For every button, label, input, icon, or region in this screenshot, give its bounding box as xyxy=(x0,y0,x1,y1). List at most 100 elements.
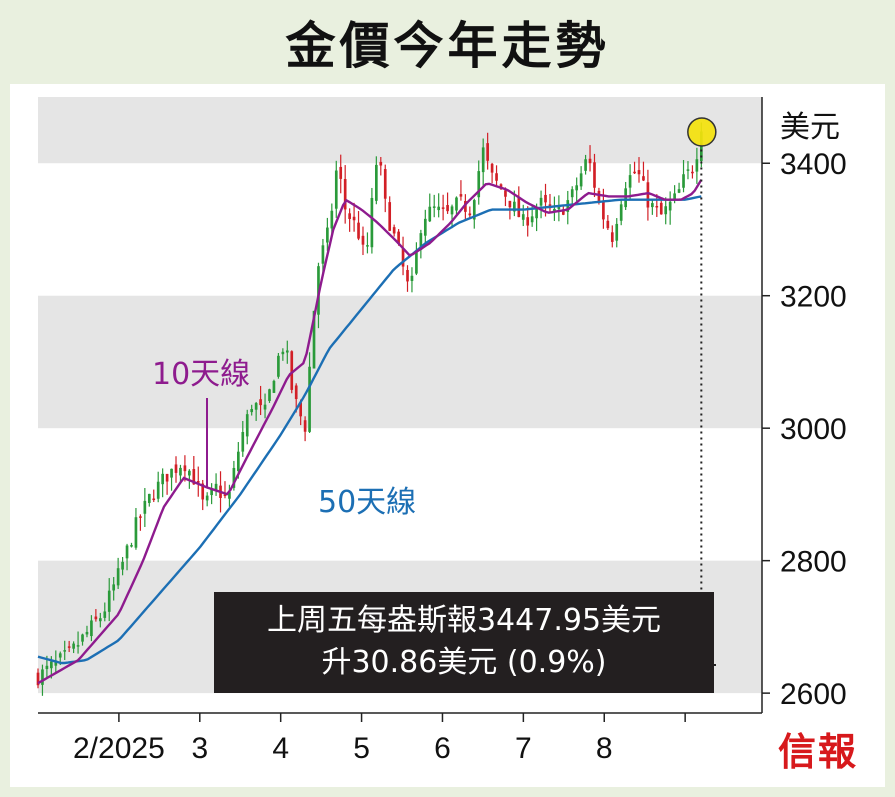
ma10-line xyxy=(37,179,703,685)
y-unit-label: 美元 xyxy=(780,110,840,145)
candle-body xyxy=(610,232,614,242)
candle-body xyxy=(116,568,120,586)
candle-body xyxy=(214,483,218,490)
candle-body xyxy=(107,590,111,612)
candle-body xyxy=(468,213,472,216)
candle-body xyxy=(530,216,534,223)
candle-body xyxy=(250,409,254,413)
candle-body xyxy=(633,171,636,174)
candle-body xyxy=(72,643,75,649)
candle-body xyxy=(544,194,547,203)
candle-body xyxy=(459,194,463,197)
candle-body xyxy=(686,169,690,171)
candle-body xyxy=(619,204,623,221)
candle-body xyxy=(655,205,659,208)
candle-body xyxy=(339,166,343,179)
candle-body xyxy=(98,618,102,622)
candle-body xyxy=(513,201,516,212)
candle-body xyxy=(379,161,383,166)
candle-body xyxy=(241,432,245,452)
candle-body xyxy=(504,190,507,197)
candle-body xyxy=(112,584,116,591)
candle-body xyxy=(370,197,374,248)
callout-line-2: 升30.86美元 (0.9%) xyxy=(321,645,607,680)
candle-body xyxy=(67,646,71,648)
candle-body xyxy=(397,231,400,245)
candle-body xyxy=(615,223,619,241)
y-tick-label: 2600 xyxy=(780,678,847,711)
candle-body xyxy=(357,222,360,239)
ma50-line xyxy=(37,195,702,665)
candle-body xyxy=(472,200,476,220)
candle-body xyxy=(481,147,485,173)
candle-body xyxy=(90,620,93,637)
candle-body xyxy=(45,665,49,670)
candle-body xyxy=(477,171,481,198)
overlay: 10天線 50天線 xyxy=(152,117,717,666)
candle-body xyxy=(76,645,80,647)
candle-body xyxy=(561,209,565,215)
candle-body xyxy=(432,206,436,208)
candle-body xyxy=(210,488,213,496)
price-callout: 上周五每盎斯報3447.95美元 升30.86美元 (0.9%) xyxy=(214,592,714,693)
candle-body xyxy=(134,517,138,548)
candle-body xyxy=(232,467,236,488)
y-tick-label: 2800 xyxy=(780,546,847,579)
y-tick-label: 3400 xyxy=(780,148,847,181)
candle-body xyxy=(437,206,441,211)
candle-body xyxy=(361,235,365,245)
candle-body xyxy=(281,351,285,355)
candle-body xyxy=(495,173,498,181)
candle-body xyxy=(450,206,454,215)
candle-body xyxy=(406,270,409,282)
candle-body xyxy=(535,207,538,219)
candle-body xyxy=(446,205,449,212)
brand-logo: 信報 xyxy=(777,729,858,774)
candle-body xyxy=(205,495,209,501)
candle-body xyxy=(486,143,489,161)
candle-body xyxy=(664,206,668,215)
candle-body xyxy=(642,176,645,181)
last-price-marker xyxy=(687,117,717,147)
candle-body xyxy=(597,190,601,203)
candle-body xyxy=(606,220,610,229)
candle-body xyxy=(539,197,543,206)
candle-body xyxy=(401,248,405,267)
candle-body xyxy=(415,250,418,274)
candle-body xyxy=(410,275,414,281)
candle-body xyxy=(419,233,423,250)
candle-body xyxy=(165,473,169,482)
candle-body xyxy=(441,207,445,209)
x-tick-label: 8 xyxy=(596,732,613,765)
candle-body xyxy=(223,494,227,497)
candle-body xyxy=(383,169,387,199)
candle-body xyxy=(228,492,231,499)
candle-body xyxy=(268,389,271,401)
candle-body xyxy=(277,355,280,377)
candle-body xyxy=(517,197,521,218)
x-tick-label: 4 xyxy=(272,732,289,765)
candle-body xyxy=(290,351,294,390)
candle-body xyxy=(192,469,196,485)
candle-body xyxy=(303,420,307,432)
candle-body xyxy=(348,213,351,219)
candle-body xyxy=(174,464,178,473)
candle-body xyxy=(455,197,458,211)
x-tick-label: 3 xyxy=(191,732,208,765)
candle-body xyxy=(668,201,672,211)
y-tick-label: 3000 xyxy=(780,413,847,446)
candle-body xyxy=(695,159,699,172)
candle-body xyxy=(103,611,107,618)
candle-body xyxy=(121,561,124,570)
ma50-label: 50天線 xyxy=(318,485,416,520)
candle-body xyxy=(321,245,325,264)
candle-body xyxy=(152,498,156,501)
moving-average-lines xyxy=(37,179,703,685)
candle-body xyxy=(201,483,205,500)
candle-body xyxy=(584,159,587,171)
candle-body xyxy=(312,310,316,369)
candle-body xyxy=(130,545,133,547)
candle-body xyxy=(183,465,187,472)
candle-body xyxy=(646,182,650,208)
